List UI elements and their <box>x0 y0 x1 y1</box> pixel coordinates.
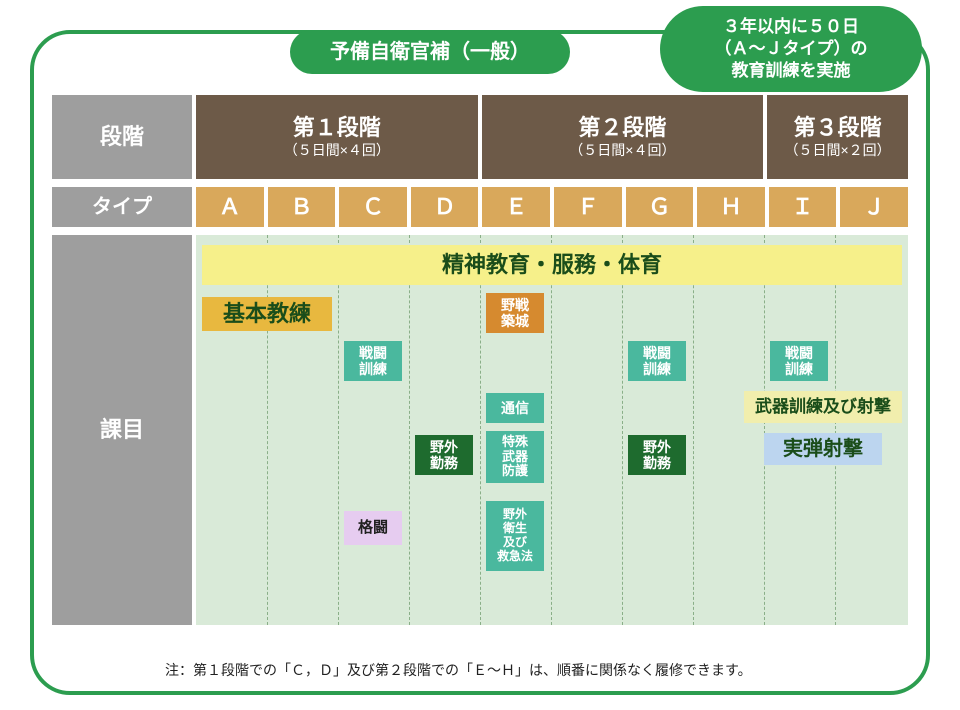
column-divider <box>267 235 268 625</box>
curriculum-table: 段階 第１段階（５日間×４回）第２段階（５日間×４回）第３段階（５日間×２回） … <box>52 95 908 625</box>
stage-row: 段階 第１段階（５日間×４回）第２段階（５日間×４回）第３段階（５日間×２回） <box>52 95 908 179</box>
type-cell-Ｄ: Ｄ <box>411 187 479 227</box>
subject-area: 精神教育・服務・体育基本教練 野戦 築城戦闘 訓練 戦闘 訓練 戦闘 訓練通信 武器訓練… <box>196 235 908 625</box>
type-cell-Ａ: Ａ <box>196 187 264 227</box>
stage-row-header: 段階 <box>52 95 192 179</box>
column-divider <box>835 235 836 625</box>
subject-block: 野戦 築城 <box>486 293 544 333</box>
type-cell-Ｉ: Ｉ <box>769 187 837 227</box>
note-pill: ３年以内に５０日 （Ａ～Ｊタイプ）の 教育訓練を実施 <box>660 6 922 92</box>
footnote: 注：第１段階での「Ｃ，Ｄ」及び第２段階での「Ｅ～Ｈ」は、順番に関係なく履修できま… <box>165 660 752 680</box>
type-cell-Ｇ: Ｇ <box>626 187 694 227</box>
column-divider <box>622 235 623 625</box>
title-pill-text: 予備自衛官補（一般） <box>330 39 530 65</box>
stage-subtitle: （５日間×４回） <box>284 142 390 159</box>
stage-title: 第２段階 <box>578 115 666 141</box>
subject-block: 基本教練 <box>202 297 332 331</box>
note-pill-text: ３年以内に５０日 （Ａ～Ｊタイプ）の 教育訓練を実施 <box>715 16 868 82</box>
subject-block: 野外 勤務 <box>628 435 686 475</box>
subject-row-header: 課目 <box>52 235 192 625</box>
subject-block: 野外 衛生 及び 救急法 <box>486 501 544 571</box>
type-row-header: タイプ <box>52 187 192 227</box>
column-divider <box>409 235 410 625</box>
subject-block: 精神教育・服務・体育 <box>202 245 902 285</box>
title-pill: 予備自衛官補（一般） <box>290 30 570 74</box>
stage-cell-1: 第１段階（５日間×４回） <box>196 95 478 179</box>
column-divider <box>764 235 765 625</box>
subject-block: 野外 勤務 <box>415 435 473 475</box>
stage-subtitle: （５日間×２回） <box>784 142 890 159</box>
stage-cell-2: 第２段階（５日間×４回） <box>482 95 764 179</box>
type-row: タイプ ＡＢＣＤＥＦＧＨＩＪ <box>52 187 908 227</box>
stage-cell-3: 第３段階（５日間×２回） <box>767 95 908 179</box>
type-cell-Ｅ: Ｅ <box>482 187 550 227</box>
subject-block: 戦闘 訓練 <box>628 341 686 381</box>
column-divider <box>480 235 481 625</box>
column-divider <box>338 235 339 625</box>
subject-block: 実弾射撃 <box>764 433 882 465</box>
subject-block: 武器訓練及び射撃 <box>744 391 902 423</box>
column-divider <box>551 235 552 625</box>
subject-block: 戦闘 訓練 <box>770 341 828 381</box>
stage-title: 第３段階 <box>794 115 882 141</box>
type-cell-Ｆ: Ｆ <box>554 187 622 227</box>
subject-row: 課目 精神教育・服務・体育基本教練 野戦 築城戦闘 訓練 戦闘 訓練 戦闘 訓練通信 武… <box>52 235 908 625</box>
column-divider <box>693 235 694 625</box>
stage-title: 第１段階 <box>293 115 381 141</box>
subject-block: 格闘 <box>344 511 402 545</box>
subject-block: 通信 <box>486 393 544 423</box>
stage-subtitle: （５日間×４回） <box>569 142 675 159</box>
type-cell-Ｈ: Ｈ <box>697 187 765 227</box>
subject-block: 特殊 武器 防護 <box>486 431 544 483</box>
type-cell-Ｃ: Ｃ <box>339 187 407 227</box>
type-cell-Ｂ: Ｂ <box>268 187 336 227</box>
subject-block: 戦闘 訓練 <box>344 341 402 381</box>
type-cell-Ｊ: Ｊ <box>840 187 908 227</box>
